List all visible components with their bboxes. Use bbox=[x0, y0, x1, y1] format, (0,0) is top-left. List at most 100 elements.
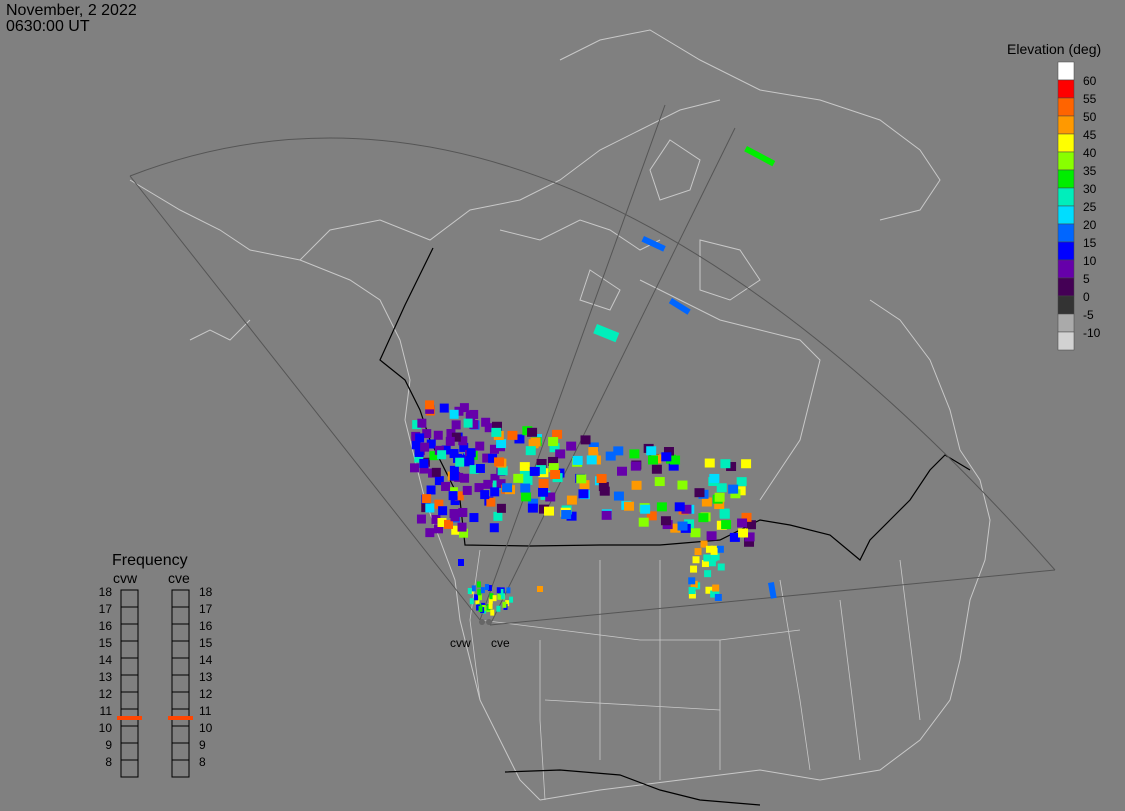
station-markers: cvw cve bbox=[450, 619, 510, 650]
scatter-cell bbox=[488, 453, 498, 463]
colorbar-swatch bbox=[1057, 259, 1075, 279]
scatter-cell bbox=[572, 455, 583, 465]
scatter-cell bbox=[449, 471, 459, 481]
scatter-cell bbox=[449, 409, 459, 419]
frequency-label-right: 18 bbox=[199, 585, 213, 599]
colorbar-tick-label: -5 bbox=[1083, 308, 1094, 322]
scatter-cell bbox=[616, 466, 627, 476]
scatter-cell bbox=[509, 596, 514, 603]
frequency-label-left: 12 bbox=[99, 687, 113, 701]
scatter-cell bbox=[426, 485, 436, 495]
scatter-cell bbox=[535, 465, 546, 475]
scatter-cell bbox=[708, 559, 716, 567]
scatter-cell bbox=[500, 593, 505, 600]
scatter-cell bbox=[536, 459, 547, 469]
scatter-cell bbox=[449, 465, 459, 475]
scatter-cell bbox=[476, 581, 481, 588]
scatter-cell bbox=[690, 528, 701, 538]
scatter-cell bbox=[496, 439, 507, 449]
frequency-label-right: 12 bbox=[199, 687, 213, 701]
frequency-label-left: 16 bbox=[99, 619, 113, 633]
time-label: 0630:00 UT bbox=[6, 18, 90, 35]
scatter-cell bbox=[502, 601, 507, 608]
colorbar-swatch bbox=[1057, 79, 1075, 99]
scatter-cell bbox=[492, 595, 497, 602]
scatter-cell bbox=[544, 506, 555, 516]
colorbar-swatch bbox=[1057, 241, 1075, 261]
scatter-streak bbox=[768, 581, 777, 599]
scatter-cell bbox=[466, 448, 476, 458]
scatter-cell bbox=[486, 497, 496, 507]
colorbar-tick-label: 5 bbox=[1083, 272, 1090, 286]
scatter-cell bbox=[438, 506, 448, 516]
scatter-cell bbox=[499, 588, 504, 595]
scatter-cell bbox=[538, 487, 549, 497]
scatter-cell bbox=[599, 486, 610, 496]
scatter-cell bbox=[462, 485, 472, 495]
scatter-cell bbox=[451, 420, 461, 430]
scatter-cell bbox=[736, 477, 747, 487]
scatter-cell bbox=[487, 584, 492, 591]
scatter-cell bbox=[467, 587, 472, 594]
station-label-cve: cve bbox=[491, 636, 510, 650]
colorbar-swatch bbox=[1057, 313, 1075, 333]
scatter-cell bbox=[694, 548, 702, 556]
scatter-cell bbox=[580, 435, 591, 445]
scatter-cell bbox=[449, 449, 459, 459]
frequency-label-right: 15 bbox=[199, 636, 213, 650]
scatter-cell bbox=[496, 605, 501, 612]
scatter-cell bbox=[527, 503, 538, 513]
scatter-cell bbox=[714, 500, 725, 510]
frequency-panel: Frequency cvw cve 18 18 17 17 16 16 15 15 14 14 13… bbox=[99, 552, 213, 778]
frequency-label-left: 8 bbox=[105, 755, 112, 769]
scatter-cell bbox=[490, 609, 495, 616]
scatter-cell bbox=[598, 482, 609, 492]
colorbar-swatch bbox=[1057, 205, 1075, 225]
scatter-cell bbox=[445, 436, 455, 446]
frequency-cell-cve bbox=[171, 759, 190, 778]
scatter-cell bbox=[465, 456, 475, 466]
frequency-label-right: 14 bbox=[199, 653, 213, 667]
coastlines bbox=[129, 29, 991, 801]
scatter-cell bbox=[730, 489, 741, 499]
scatter-cell bbox=[482, 453, 492, 463]
scatter-cell bbox=[588, 442, 599, 452]
scatter-cell bbox=[522, 475, 533, 485]
colorbar-swatch bbox=[1057, 331, 1075, 351]
scatter-cell bbox=[530, 437, 541, 447]
scatter-cell bbox=[489, 523, 499, 533]
frequency-label-left: 15 bbox=[99, 636, 113, 650]
frequency-label-left: 9 bbox=[105, 738, 112, 752]
scatter-cell bbox=[613, 491, 624, 501]
scatter-cell bbox=[677, 521, 688, 531]
scatter-cell bbox=[506, 587, 511, 594]
frequency-marker-cvw bbox=[117, 716, 142, 720]
scatter-cell bbox=[528, 498, 539, 508]
scatter-cell bbox=[469, 420, 479, 430]
scatter-cell bbox=[716, 483, 727, 493]
scatter-cell bbox=[663, 446, 674, 456]
scatter-cell bbox=[550, 469, 561, 479]
scatter-cell bbox=[728, 484, 739, 494]
frequency-label-left: 18 bbox=[99, 585, 113, 599]
scatter-cell bbox=[450, 512, 460, 522]
scatter-cell bbox=[638, 517, 649, 527]
scatter-cell bbox=[457, 522, 467, 532]
scatter-cell bbox=[714, 492, 725, 502]
scatter-cell bbox=[422, 429, 432, 439]
scatter-cell bbox=[412, 420, 422, 430]
scatter-cell bbox=[561, 510, 572, 520]
scatter-cells bbox=[410, 145, 777, 616]
scatter-cell bbox=[434, 524, 444, 534]
scatter-cell bbox=[471, 585, 476, 592]
scatter-cell bbox=[451, 432, 461, 442]
scatter-cell bbox=[502, 483, 513, 493]
colorbar-tick-label: 25 bbox=[1083, 200, 1097, 214]
scatter-cell bbox=[481, 417, 491, 427]
scatter-cell bbox=[417, 418, 427, 428]
national-borders bbox=[379, 247, 971, 806]
frequency-label-right: 11 bbox=[199, 704, 212, 718]
scatter-cell bbox=[422, 494, 432, 504]
scatter-cell bbox=[488, 597, 493, 604]
